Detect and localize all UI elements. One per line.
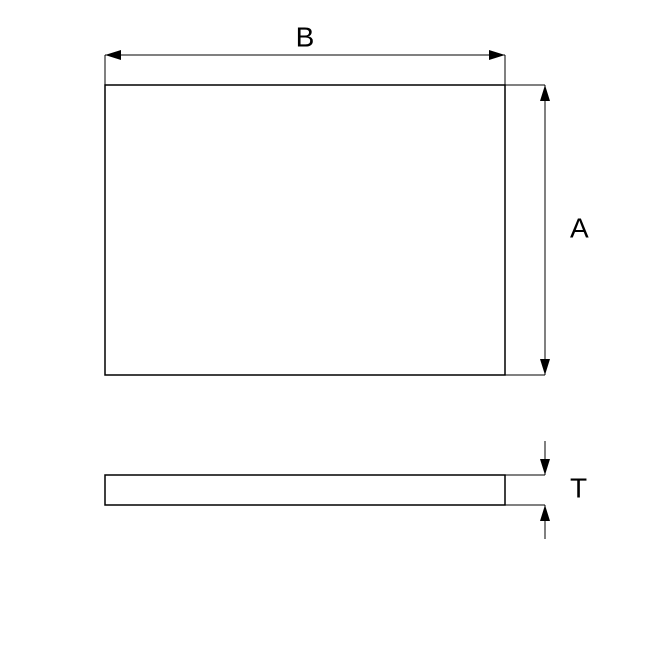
- plan-rectangle: [105, 85, 505, 375]
- dim-label-t: T: [570, 472, 587, 503]
- dim-label-a: A: [570, 212, 589, 243]
- side-rectangle: [105, 475, 505, 505]
- dimension-diagram: B A T: [0, 0, 670, 670]
- dim-label-b: B: [296, 21, 315, 52]
